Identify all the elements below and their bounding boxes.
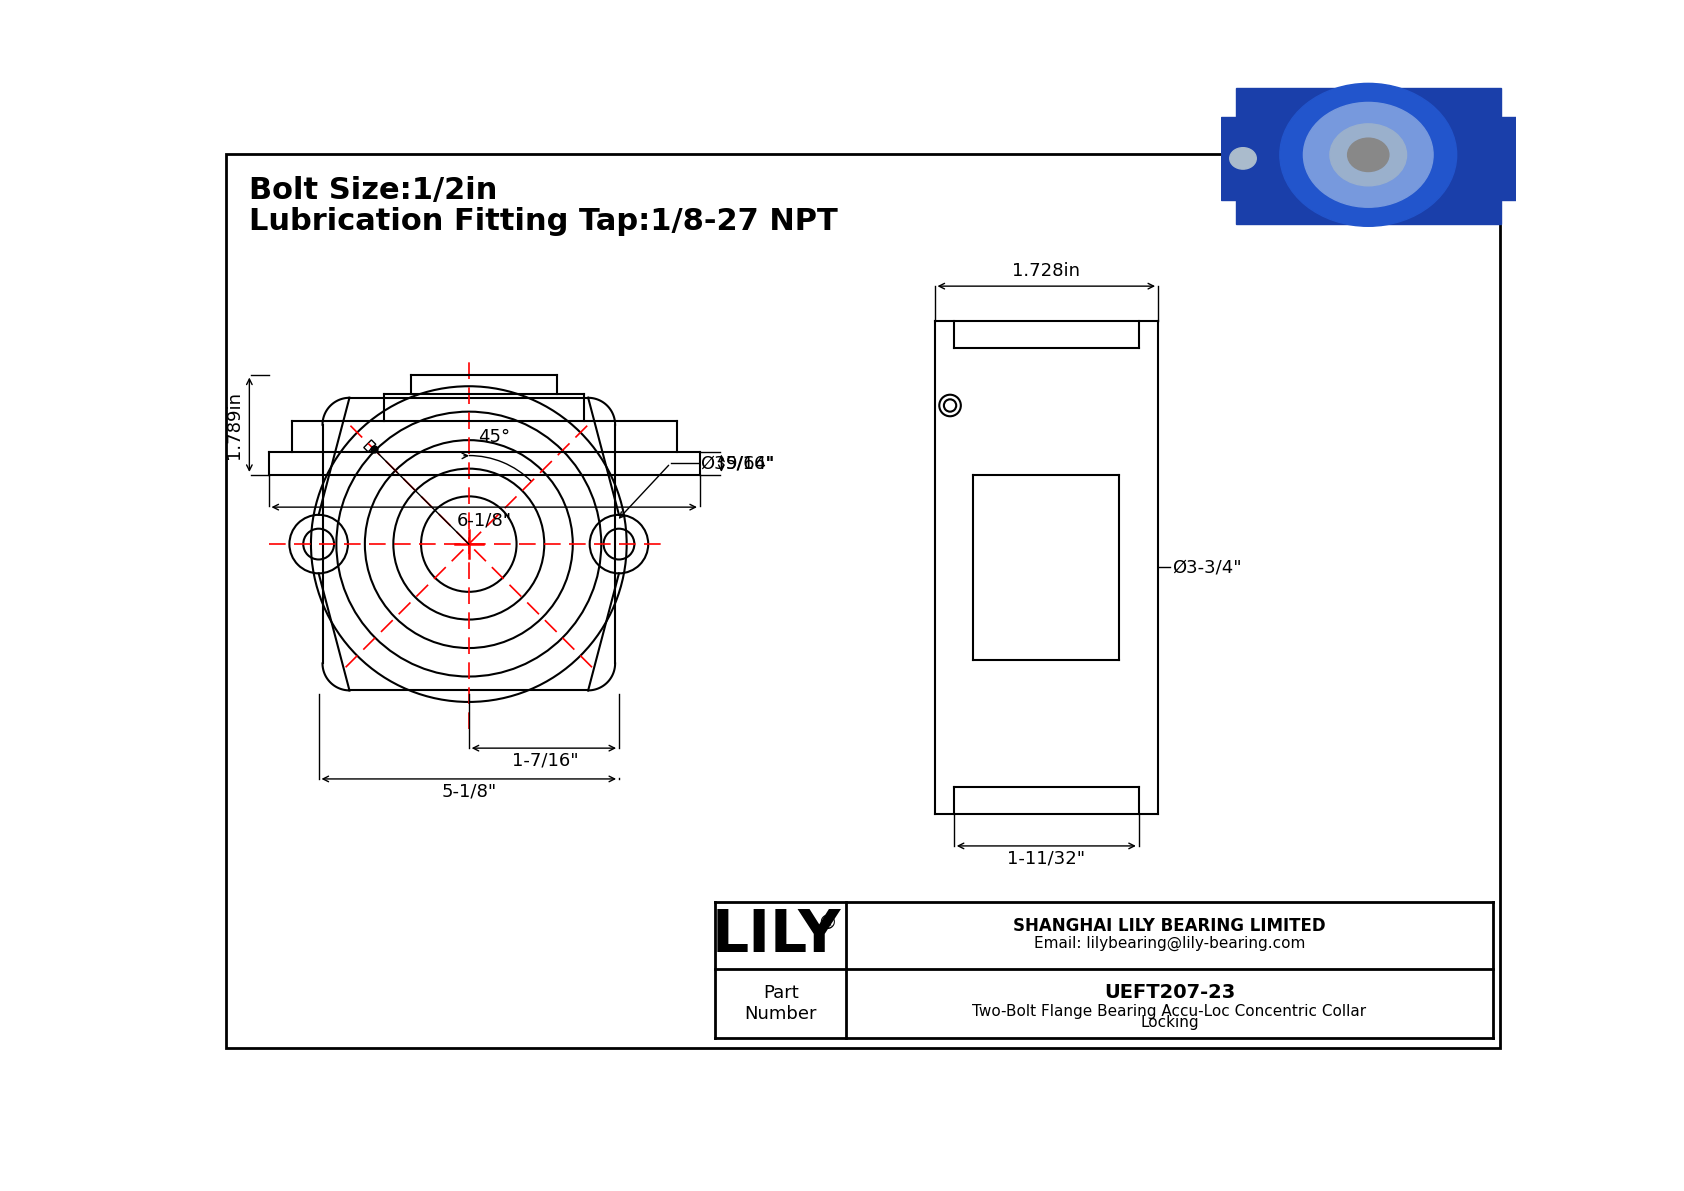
Text: Locking: Locking: [1140, 1015, 1199, 1030]
Text: SHANGHAI LILY BEARING LIMITED: SHANGHAI LILY BEARING LIMITED: [1014, 917, 1325, 935]
Circle shape: [1229, 148, 1256, 169]
Text: LILY: LILY: [712, 908, 842, 965]
Circle shape: [1347, 138, 1389, 172]
Text: Ø35/64": Ø35/64": [701, 454, 775, 473]
Polygon shape: [1236, 88, 1500, 224]
Text: Ø3-3/4": Ø3-3/4": [1172, 559, 1241, 576]
Text: 1-11/32": 1-11/32": [1007, 850, 1086, 868]
Bar: [364, 439, 376, 451]
Text: 9/16": 9/16": [726, 454, 775, 473]
Text: 1-7/16": 1-7/16": [512, 752, 579, 771]
Circle shape: [1303, 102, 1433, 207]
Text: Part
Number: Part Number: [744, 985, 817, 1023]
Polygon shape: [1221, 117, 1265, 200]
Text: 45°: 45°: [478, 429, 510, 447]
Text: 5-1/8": 5-1/8": [441, 782, 497, 800]
Polygon shape: [1472, 117, 1516, 200]
Text: Two-Bolt Flange Bearing Accu-Loc Concentric Collar: Two-Bolt Flange Bearing Accu-Loc Concent…: [972, 1004, 1367, 1019]
Circle shape: [1330, 124, 1406, 186]
Text: Bolt Size:1/2in: Bolt Size:1/2in: [249, 176, 498, 205]
Circle shape: [1280, 83, 1457, 226]
Text: 6-1/8": 6-1/8": [456, 512, 512, 530]
Text: ®: ®: [818, 913, 837, 933]
Text: Email: lilybearing@lily-bearing.com: Email: lilybearing@lily-bearing.com: [1034, 936, 1305, 950]
Text: Lubrication Fitting Tap:1/8-27 NPT: Lubrication Fitting Tap:1/8-27 NPT: [249, 207, 839, 236]
Text: 1.789in: 1.789in: [226, 391, 242, 459]
Text: 1.728in: 1.728in: [1012, 262, 1081, 280]
Text: UEFT207-23: UEFT207-23: [1105, 984, 1234, 1003]
